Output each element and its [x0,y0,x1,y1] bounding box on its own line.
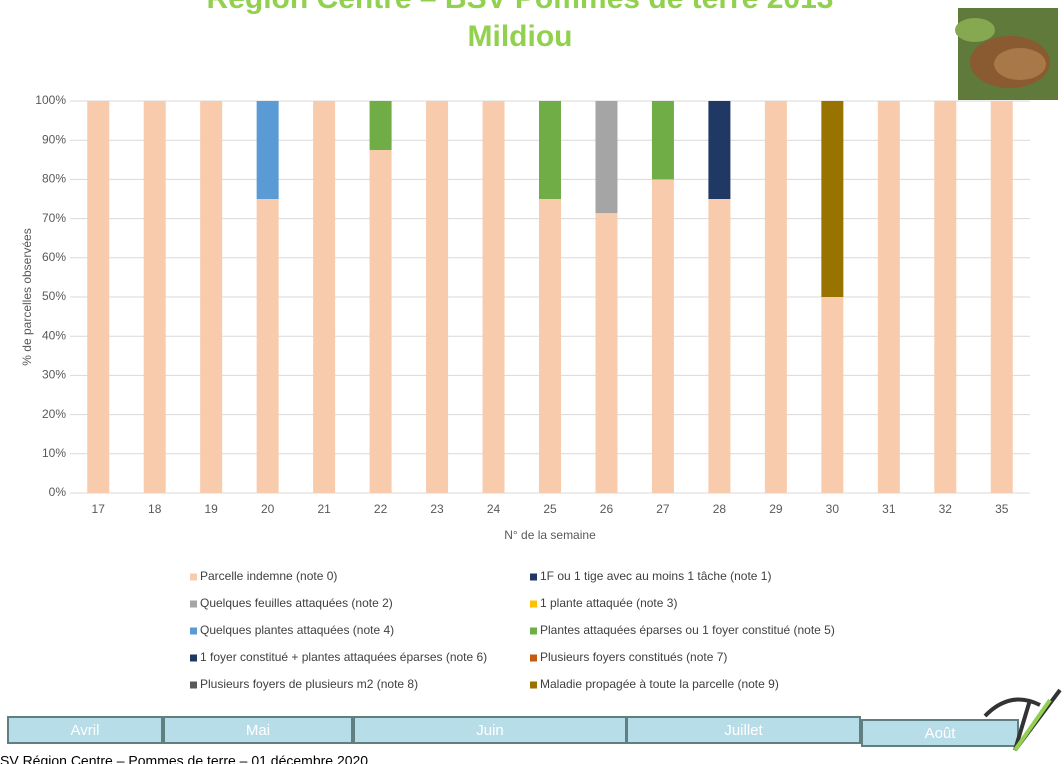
month-label: Avril [71,722,100,739]
bar-segment [313,101,336,493]
x-tick-label: 32 [939,502,953,516]
bar-segment [708,199,731,493]
legend-swatch [190,627,197,635]
x-tick-label: 30 [826,502,840,516]
y-tick-label: 50% [42,289,66,303]
legend-label: Parcelle indemne (note 0) [200,569,337,583]
x-tick-label: 21 [317,502,331,516]
legend-label: 1 foyer constitué + plantes attaquées ép… [200,650,487,664]
y-tick-label: 90% [42,132,66,146]
legend-swatch [530,654,537,662]
x-tick-label: 22 [374,502,388,516]
photo [955,8,1058,100]
x-tick-label: 24 [487,502,501,516]
x-tick-label: 35 [995,502,1009,516]
bar-segment [821,101,844,297]
month-box [626,716,861,744]
month-label: Juillet [724,722,763,739]
chart-title: Mildiou [468,20,573,53]
bar-segment [256,101,279,199]
month-bar: Avril Mai Juin Juillet Août [7,716,1019,747]
bar-segment [595,101,618,214]
logo [983,688,1062,752]
y-tick-label: 80% [42,172,66,186]
y-tick-label: 30% [42,368,66,382]
legend-swatch [530,681,537,689]
x-tick-label: 18 [148,502,162,516]
month-box [7,716,163,744]
footer: SV Région Centre – Pommes de terre – 01 … [0,753,368,764]
x-tick-label: 28 [713,502,727,516]
legend-label: 1F ou 1 tige avec au moins 1 tâche (note… [540,569,771,583]
y-tick-label: 20% [42,407,66,421]
legend-label: Maladie propagée à toute la parcelle (no… [540,677,779,691]
legend-swatch [190,654,197,662]
x-tick-label: 29 [769,502,783,516]
bar-segment [426,101,449,493]
bar-segment [990,101,1013,493]
bar-segment [595,213,618,493]
month-label: Mai [246,722,270,739]
month-label: Juin [476,722,504,739]
bar-segment [539,199,561,493]
month-label: Août [925,725,957,742]
legend-swatch [530,573,537,581]
bar-segment [821,297,844,493]
y-tick-label: 70% [42,211,66,225]
month-box [353,716,627,744]
legend-label: Quelques plantes attaquées (note 4) [200,623,394,637]
x-tick-label: 31 [882,502,896,516]
y-tick-label: 100% [35,93,66,107]
x-tick-label: 17 [92,502,106,516]
bar-segment [482,101,505,493]
legend-label: Quelques feuilles attaquées (note 2) [200,596,393,610]
y-axis-label: % de parcelles observées [20,228,34,365]
x-axis-label: N° de la semaine [504,528,596,542]
bar-segment [934,101,957,493]
bar-segment [87,101,110,493]
bar-segment [651,101,674,180]
legend-label: Plusieurs foyers constitués (note 7) [540,650,727,664]
legend-label: Plantes attaquées éparses ou 1 foyer con… [540,623,835,637]
bar-segment [143,101,166,493]
y-tick-label: 60% [42,250,66,264]
legend-swatch [190,681,197,689]
legend-swatch [190,573,197,581]
bar-segment [764,101,787,493]
legend: Parcelle indemne (note 0) 1F ou 1 tige av… [190,569,835,691]
bar-segment [877,101,900,493]
x-tick-label: 25 [543,502,557,516]
legend-label: Plusieurs foyers de plusieurs m2 (note 8… [200,677,418,691]
bar-segment [708,101,731,199]
month-box [163,716,353,744]
bar-segment [200,101,223,493]
y-tick-label: 10% [42,446,66,460]
x-tick-label: 27 [656,502,670,516]
bar-segment [369,101,392,150]
title-line: Région Centre – BSV Pommes de terre 2013 [207,0,834,15]
legend-label: 1 plante attaquée (note 3) [540,596,677,610]
bar-segment [539,101,561,199]
x-tick-label: 20 [261,502,275,516]
bar-segment [651,179,674,493]
plot: 0% 10% 20% 30% 40% 50% 60% 70% 80% 90% 100% 17 18 19 2… [35,93,1030,516]
x-tick-label: 23 [430,502,444,516]
legend-swatch [190,600,197,608]
legend-swatch [530,627,537,635]
bar-segment [369,150,392,493]
x-tick-label: 19 [204,502,218,516]
bar-segment [256,199,279,493]
month-box [861,719,1019,747]
y-tick-label: 40% [42,328,66,342]
legend-swatch [530,600,537,608]
y-tick-label: 0% [49,485,67,499]
x-tick-label: 26 [600,502,614,516]
